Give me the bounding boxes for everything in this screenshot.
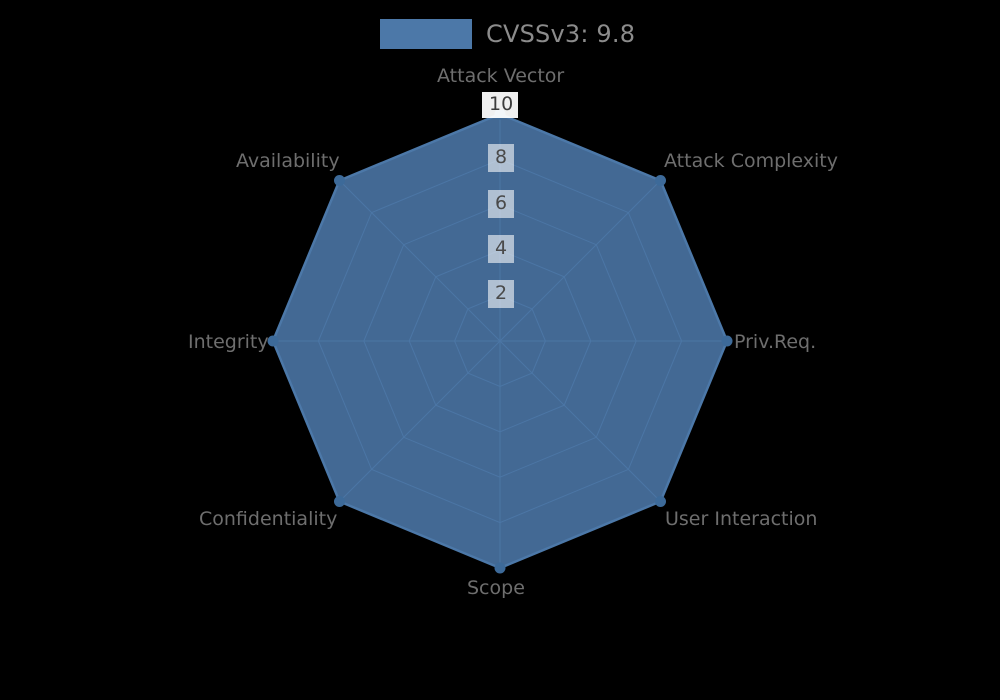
- data-point-user-interaction: [655, 496, 666, 507]
- axis-label-attack-vector: Attack Vector: [437, 65, 565, 87]
- radial-tick-label-4: 4: [488, 235, 515, 263]
- axis-label-integrity: Integrity: [188, 331, 269, 353]
- axis-label-attack-complexity: Attack Complexity: [664, 150, 839, 172]
- data-point-integrity: [267, 335, 279, 347]
- axis-label-confidentiality: Confidentiality: [199, 508, 338, 530]
- legend-color-swatch-icon: [380, 19, 472, 49]
- chart-legend: CVSSv3: 9.8: [380, 16, 635, 52]
- data-point-scope: [494, 562, 506, 574]
- axis-label-scope: Scope: [467, 577, 525, 599]
- data-point-attack-complexity: [655, 175, 666, 186]
- axis-label-availability: Availability: [236, 150, 340, 172]
- data-point-availability: [334, 175, 345, 186]
- data-point-confidentiality: [334, 496, 345, 507]
- legend-entry-label: CVSSv3: 9.8: [486, 20, 636, 48]
- radial-tick-label-10: 10: [482, 92, 518, 118]
- axis-label-user-interaction: User Interaction: [665, 508, 818, 530]
- radar-series-group: [267, 110, 733, 574]
- radial-tick-label-2: 2: [488, 280, 515, 308]
- radial-tick-label-8: 8: [488, 144, 515, 172]
- axis-label-priv-req: Priv.Req.: [734, 331, 817, 353]
- data-point-priv-req: [721, 335, 733, 347]
- radial-tick-label-6: 6: [488, 190, 515, 218]
